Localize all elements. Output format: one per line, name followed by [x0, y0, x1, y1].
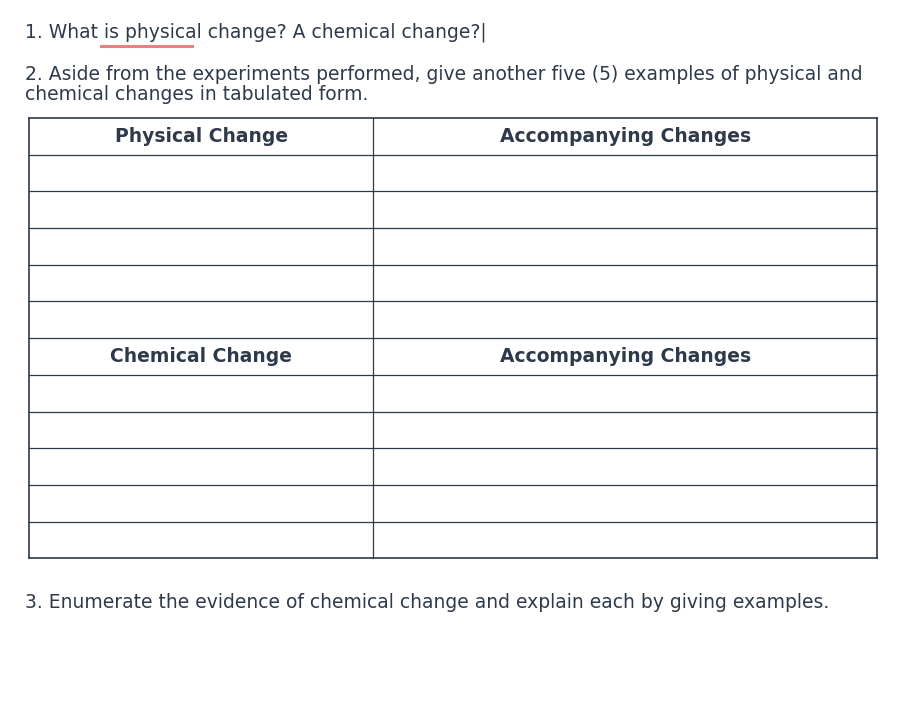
Text: chemical changes in tabulated form.: chemical changes in tabulated form.: [25, 85, 369, 104]
Text: Chemical Change: Chemical Change: [111, 347, 292, 366]
Text: Accompanying Changes: Accompanying Changes: [499, 347, 751, 366]
Text: 3. Enumerate the evidence of chemical change and explain each by giving examples: 3. Enumerate the evidence of chemical ch…: [25, 593, 830, 611]
Text: 1. What is physical change? A chemical change?|: 1. What is physical change? A chemical c…: [25, 22, 487, 42]
Text: Accompanying Changes: Accompanying Changes: [499, 127, 751, 145]
Text: Physical Change: Physical Change: [114, 127, 288, 145]
Text: 2. Aside from the experiments performed, give another five (5) examples of physi: 2. Aside from the experiments performed,…: [25, 65, 863, 83]
